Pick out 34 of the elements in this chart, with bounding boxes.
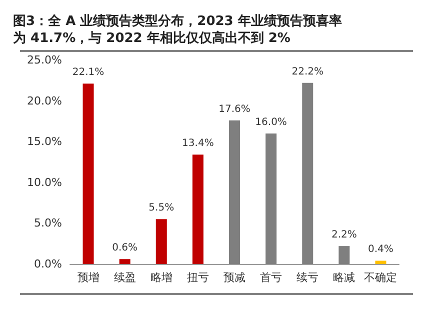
data-label: 16.0%	[255, 116, 287, 128]
data-label: 22.1%	[72, 67, 104, 78]
x-tick-label: 首亏	[260, 271, 282, 284]
data-label: 22.2%	[292, 66, 324, 78]
y-tick-label: 5.0%	[34, 216, 62, 230]
x-tick-label: 不确定	[364, 271, 398, 284]
x-tick-label: 略增	[150, 271, 172, 284]
y-tick-label: 25.0%	[27, 54, 62, 66]
bar	[338, 246, 350, 264]
data-label: 17.6%	[218, 104, 250, 115]
y-tick-label: 10.0%	[27, 176, 62, 189]
x-tick-label: 预减	[224, 271, 246, 284]
bar	[266, 133, 277, 264]
data-label: 13.4%	[182, 138, 214, 150]
x-tick-label: 预增	[77, 271, 100, 284]
bar	[302, 82, 314, 264]
data-label: 5.5%	[148, 202, 174, 214]
bar	[156, 219, 167, 264]
y-tick-label: 0.0%	[34, 258, 62, 270]
bar	[82, 84, 94, 264]
y-tick-label: 15.0%	[27, 135, 62, 148]
data-label: 0.6%	[112, 242, 138, 254]
bar	[375, 260, 386, 264]
data-label: 2.2%	[331, 230, 357, 241]
x-tick-label: 扭亏	[186, 271, 209, 284]
data-label: 0.4%	[368, 244, 394, 256]
bar	[192, 154, 204, 264]
bar	[229, 120, 240, 264]
x-tick-label: 略减	[333, 271, 356, 284]
chart-title: 图3：全 A 业绩预告类型分布，2023 年业绩预告预喜率为 41.7%，与 2022 年相比仅仅高出不到 2%	[13, 13, 342, 46]
x-tick-label: 续盈	[114, 271, 136, 284]
x-tick-label: 续亏	[296, 271, 319, 284]
y-tick-label: 20.0%	[27, 94, 62, 108]
bar	[119, 259, 130, 264]
